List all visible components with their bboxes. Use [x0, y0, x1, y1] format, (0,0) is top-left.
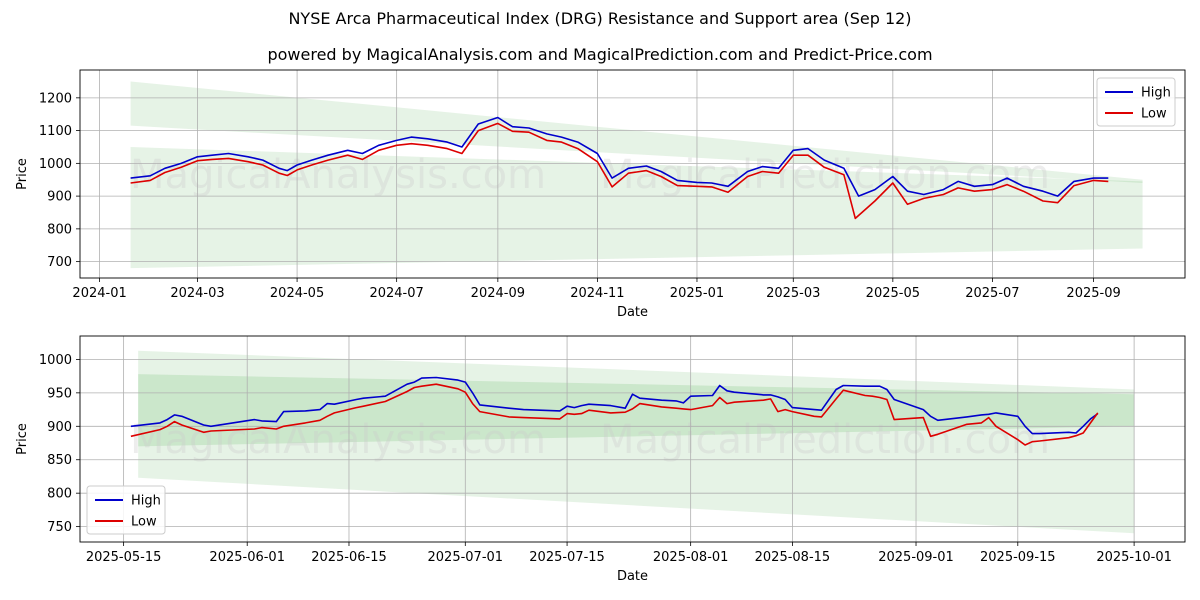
x-tick-label: 2025-07 — [965, 286, 1019, 301]
y-tick-label: 950 — [47, 386, 72, 401]
x-tick-label: 2024-09 — [471, 286, 525, 301]
legend-label-low: Low — [131, 515, 157, 530]
band-2 — [130, 146, 1143, 211]
y-tick-label: 1000 — [39, 157, 72, 172]
band-3 — [130, 196, 1143, 269]
watermark-1: MagicalAnalysis.com — [130, 152, 546, 198]
x-axis-label: Date — [617, 569, 648, 584]
chart-panel-2: MagicalAnalysis.com MagicalPrediction.com… — [15, 335, 1186, 584]
x-tick-label: 2025-07-15 — [529, 550, 605, 565]
x-tick-label: 2024-05 — [270, 286, 324, 301]
x-tick-label: 2025-09-01 — [878, 550, 954, 565]
y-tick-label: 750 — [47, 520, 72, 535]
axes-frame — [79, 335, 1186, 543]
chart-subtitle: powered by MagicalAnalysis.com and Magic… — [267, 45, 933, 64]
chart-title: NYSE Arca Pharmaceutical Index (DRG) Res… — [288, 9, 912, 28]
x-tick-label: 2025-09 — [1066, 286, 1120, 301]
x-tick-label: 2025-09-15 — [980, 550, 1056, 565]
legend: High Low — [1096, 77, 1176, 127]
axes-frame — [79, 69, 1186, 279]
watermark-1: MagicalAnalysis.com — [130, 417, 546, 463]
legend-label-high: High — [1141, 86, 1171, 101]
y-axis-label: Price — [15, 423, 30, 455]
band-1 — [130, 81, 1143, 184]
x-tick-label: 2024-03 — [170, 286, 224, 301]
band-1 — [138, 350, 1135, 395]
legend-label-high: High — [131, 494, 161, 509]
x-tick-label: 2025-06-01 — [209, 550, 285, 565]
y-tick-label: 800 — [47, 487, 72, 502]
x-tick-label: 2025-07-01 — [428, 550, 504, 565]
y-tick-label: 1200 — [39, 91, 72, 106]
x-tick-label: 2024-07 — [369, 286, 423, 301]
x-tick-label: 2025-03 — [766, 286, 820, 301]
x-tick-label: 2025-05 — [866, 286, 920, 301]
series-line-high — [130, 116, 1109, 197]
y-tick-label: 1100 — [39, 124, 72, 139]
chart-panel-1: MagicalAnalysis.com MagicalPrediction.com… — [15, 69, 1186, 320]
legend-label-low: Low — [1141, 107, 1167, 122]
band-2 — [138, 374, 1135, 447]
x-axis-label: Date — [617, 305, 648, 320]
x-tick-label: 2025-08-15 — [755, 550, 831, 565]
y-tick-label: 900 — [47, 420, 72, 435]
series-line-low — [130, 122, 1109, 220]
y-tick-label: 850 — [47, 453, 72, 468]
x-tick-label: 2025-08-01 — [653, 550, 729, 565]
x-tick-label: 2024-01 — [72, 286, 126, 301]
y-tick-label: 1000 — [39, 353, 72, 368]
band-3 — [138, 426, 1135, 534]
y-tick-label: 900 — [47, 190, 72, 205]
series-line-high — [130, 376, 1099, 435]
x-tick-label: 2025-01 — [670, 286, 724, 301]
x-tick-label: 2025-10-01 — [1096, 550, 1172, 565]
legend: High Low — [86, 485, 166, 535]
y-tick-label: 800 — [47, 222, 72, 237]
series-line-low — [130, 383, 1099, 446]
y-axis-label: Price — [15, 158, 30, 190]
x-tick-label: 2025-05-15 — [86, 550, 162, 565]
x-tick-label: 2024-11 — [570, 286, 624, 301]
x-tick-label: 2025-06-15 — [311, 550, 387, 565]
y-tick-label: 700 — [47, 255, 72, 270]
watermark-2: MagicalPrediction.com — [600, 417, 1050, 463]
